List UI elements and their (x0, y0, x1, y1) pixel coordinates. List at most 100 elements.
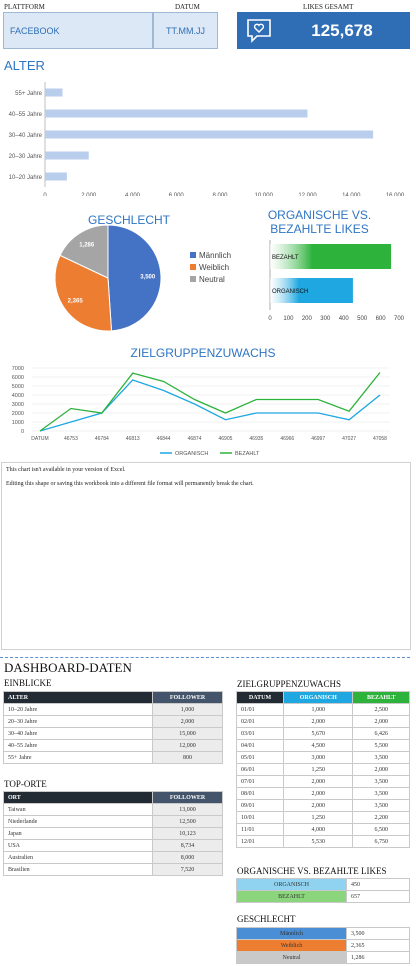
growth-series-line (39, 379, 381, 432)
growth-x-tick-label: 46935 (249, 436, 263, 442)
zuwachs-header-organisch: ORGANISCH (283, 691, 354, 704)
geschlecht-row-maennlich-value: 3,500 (346, 927, 410, 940)
likes-title-line2: BEZAHLTE LIKES (270, 222, 369, 236)
table-cell-value: 4,000 (283, 823, 354, 836)
geschlecht-table: Männlich 3,500 Weiblich 2,365 Neutral 1,… (236, 927, 410, 964)
table-cell-value: 6,426 (352, 727, 410, 740)
table-cell-value: 1,000 (283, 703, 354, 716)
zuwachs-row: 12/01 5,530 6,750 (235, 835, 410, 848)
likes-bar-label: ORGANISCH (272, 289, 308, 295)
growth-x-tick-label: 46784 (95, 436, 109, 442)
alter-category-label: 10–20 Jahre (9, 175, 43, 181)
likes-bar-chart: BEZAHLT ORGANISCH 0 100 200 300 400 500 600 700 (268, 240, 405, 322)
pie-slice (54, 254, 113, 332)
alter-tick-label: 16,000 (386, 193, 405, 196)
top-orte-title: TOP-ORTE (4, 779, 47, 789)
table-cell-value: 2,000 (152, 715, 223, 728)
geschlecht-pie-chart: 3,500 2,365 1,286 (54, 224, 162, 332)
zuwachs-row: 10/01 1,250 2,200 (235, 811, 410, 824)
geschlecht-row-weiblich-label: Weiblich (236, 939, 347, 952)
chart-placeholder-shape[interactable]: This chart isn't available in your versi… (1, 462, 411, 650)
likes-label: LIKES GESAMT (303, 3, 354, 11)
table-cell-label: Australien (3, 851, 153, 864)
legend-label: Männlich (199, 251, 232, 260)
datum-field[interactable]: TT.MM.JJ (153, 12, 218, 49)
table-cell-label: 09/01 (235, 799, 285, 812)
table-cell-value: 2,000 (283, 715, 354, 728)
growth-y-tick-label: 2000 (12, 411, 24, 417)
growth-x-tick-label: 47027 (342, 436, 356, 442)
top-orte-row: Niederlande 12,500 (3, 815, 223, 828)
growth-x-tick-label: 46966 (280, 436, 294, 442)
table-cell-value: 3,500 (352, 787, 410, 800)
growth-y-tick-label: 1000 (12, 420, 24, 426)
einblicke-row: 20–30 Jahre 2,000 (3, 715, 223, 728)
table-cell-label: 40–55 Jahre (3, 739, 153, 752)
table-cell-label: 07/01 (235, 775, 285, 788)
zuwachs-title: ZIELGRUPPENZUWACHS (237, 679, 342, 689)
table-cell-value: 4,500 (283, 739, 354, 752)
datum-label: DATUM (175, 3, 200, 11)
table-cell-label: 30–40 Jahre (3, 727, 153, 740)
zuwachs-row: 05/01 3,000 3,500 (235, 751, 410, 764)
table-cell-value: 3,000 (283, 751, 354, 764)
alter-chart: 55+ Jahre 40–55 Jahre 30–40 Jahre 20–30 Jah… (9, 82, 405, 196)
growth-y-tick-label: 4000 (12, 393, 24, 399)
alter-bar (45, 172, 67, 181)
table-cell-value: 2,000 (283, 775, 354, 788)
growth-x-tick-label: 46874 (188, 436, 202, 442)
table-cell-value: 2,000 (283, 799, 354, 812)
table-cell-label: 10/01 (235, 811, 285, 824)
pie-legend-item: Neutral (190, 274, 231, 286)
pie-legend-item: Weiblich (190, 262, 231, 274)
table-cell-label: 04/01 (235, 739, 285, 752)
growth-legend-label: ORGANISCH (175, 451, 208, 457)
einblicke-header-alter: ALTER (3, 691, 153, 704)
table-cell-label: 10–20 Jahre (3, 703, 153, 716)
table-cell-label: Niederlande (3, 815, 153, 828)
pie-value-label: 1,286 (79, 242, 95, 248)
dashboard-title: DASHBOARD-DATEN (4, 660, 132, 675)
section-divider (0, 657, 410, 658)
alter-tick-label: 0 (43, 193, 47, 196)
table-cell-value: 1,250 (283, 811, 354, 824)
placeholder-line2: Editing this shape or saving this workbo… (6, 481, 254, 487)
top-orte-row: Japan 10,123 (3, 827, 223, 840)
table-cell-label: 55+ Jahre (3, 751, 153, 764)
likes-bar (270, 244, 392, 269)
table-cell-value: 6,750 (352, 835, 410, 848)
top-orte-header-follower: FOLLOWER (152, 791, 223, 804)
table-cell-label: 03/01 (235, 727, 285, 740)
alter-title: ALTER (4, 58, 45, 73)
zuwachs-header-bezahlt: BEZAHLT (352, 691, 410, 704)
likes-tick-label: 400 (339, 316, 350, 322)
geschlecht-row-neutral-value: 1,286 (346, 951, 410, 964)
alter-category-label: 55+ Jahre (15, 91, 43, 97)
legend-label: Weiblich (199, 263, 230, 272)
table-cell-label: 20–30 Jahre (3, 715, 153, 728)
plattform-field[interactable]: FACEBOOK (3, 12, 153, 49)
einblicke-row: 55+ Jahre 800 (3, 751, 223, 764)
growth-x-tick-label: 46813 (126, 436, 140, 442)
einblicke-row: 10–20 Jahre 1,000 (3, 703, 223, 716)
likes-chart-title: ORGANISCHE VS. BEZAHLTE LIKES (262, 208, 377, 236)
alter-bar (45, 88, 63, 97)
table-cell-value: 10,123 (152, 827, 223, 840)
alter-category-label: 40–55 Jahre (9, 112, 43, 118)
table-cell-label: 01/01 (235, 703, 285, 716)
growth-y-tick-label: 5000 (12, 384, 24, 390)
table-cell-value: 2,000 (283, 787, 354, 800)
table-cell-value: 2,000 (352, 763, 410, 776)
alter-tick-label: 10,000 (255, 193, 274, 196)
zuwachs-header-datum: DATUM (235, 691, 285, 704)
likes-title-line1: ORGANISCHE VS. (267, 208, 372, 222)
zuwachs-row: 11/01 4,000 6,500 (235, 823, 410, 836)
alter-bar (45, 151, 89, 160)
table-cell-value: 2,500 (352, 703, 410, 716)
likes-table-title: ORGANISCHE VS. BEZAHLTE LIKES (237, 866, 387, 876)
growth-x-tick-label: 46844 (157, 436, 171, 442)
top-orte-row: USA 8,734 (3, 839, 223, 852)
geschlecht-table-title: GESCHLECHT (237, 914, 296, 924)
zuwachs-row: 04/01 4,500 5,500 (235, 739, 410, 752)
table-cell-label: 05/01 (235, 751, 285, 764)
